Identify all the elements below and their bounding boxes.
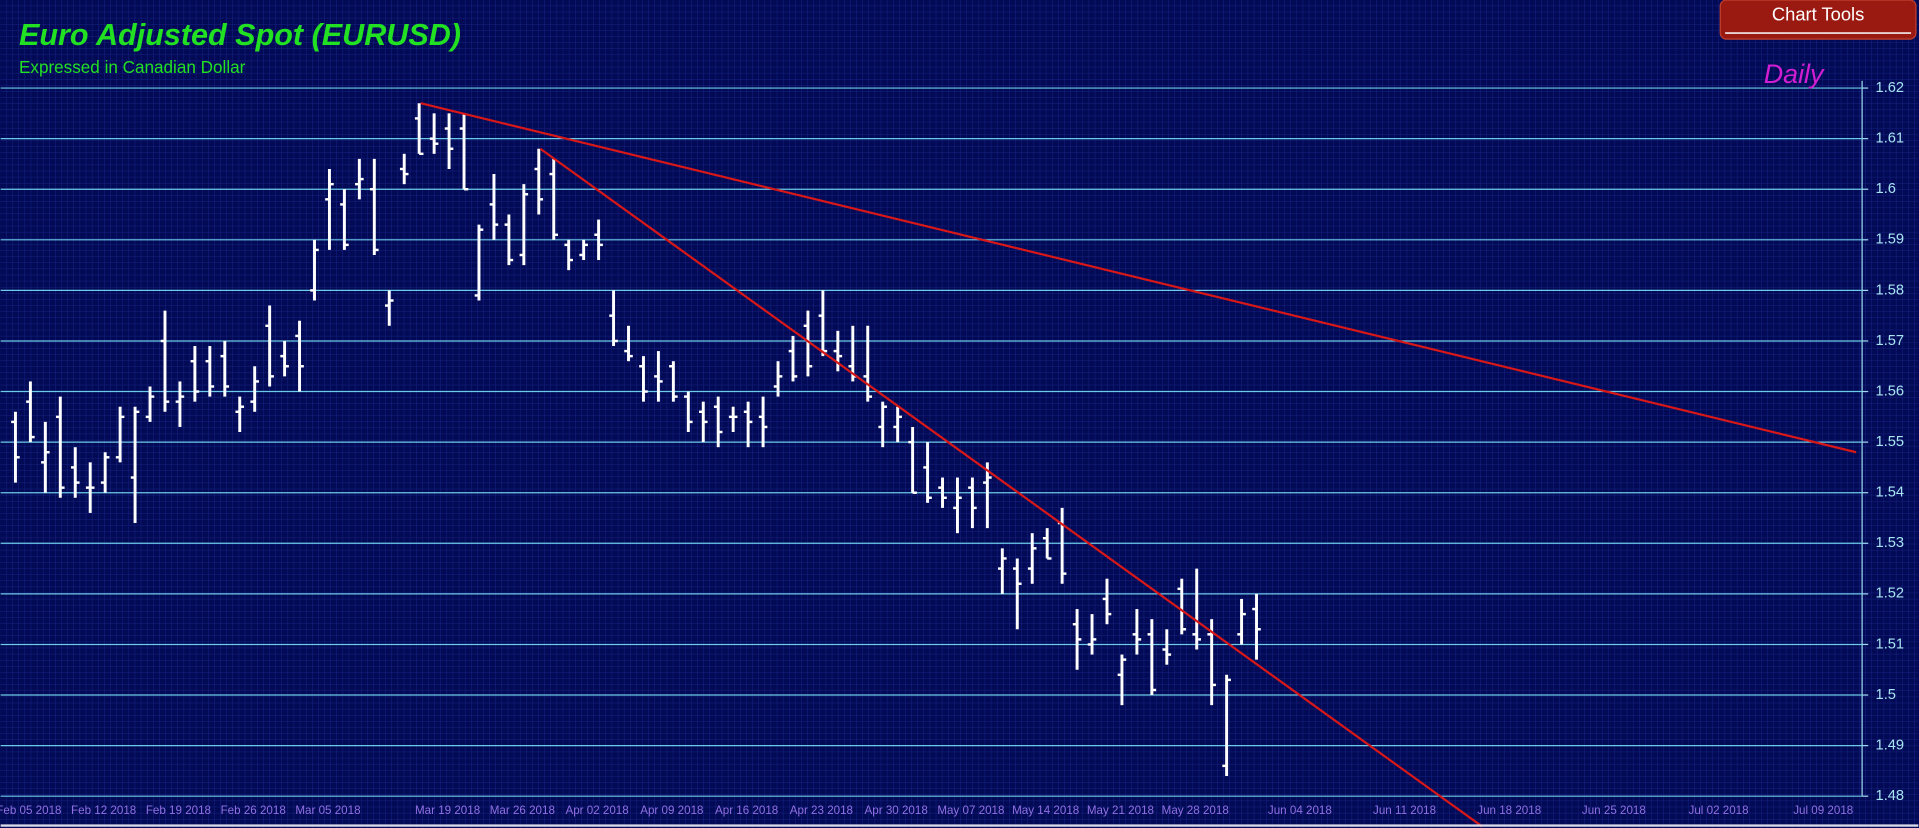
x-tick-label: Feb 12 2018 (71, 804, 136, 817)
x-tick-label: Feb 19 2018 (146, 804, 211, 817)
y-tick-label: 1.62 (1876, 80, 1905, 96)
x-tick-label: Mar 19 2018 (415, 804, 480, 817)
y-tick-label: 1.57 (1876, 333, 1905, 349)
chart-subtitle: Expressed in Canadian Dollar (19, 58, 246, 77)
x-tick-label: May 21 2018 (1087, 804, 1154, 817)
y-tick-label: 1.6 (1876, 181, 1896, 197)
frequency-label: Daily (1764, 59, 1825, 89)
x-tick-label: Apr 09 2018 (640, 804, 703, 817)
y-tick-label: 1.53 (1876, 535, 1905, 551)
y-tick-label: 1.55 (1876, 434, 1905, 450)
x-tick-label: Apr 02 2018 (565, 804, 628, 817)
x-tick-label: Apr 16 2018 (715, 804, 778, 817)
trend-line (539, 147, 1483, 828)
plot (11, 102, 1857, 828)
y-tick-label: 1.49 (1876, 737, 1905, 753)
y-tick-label: 1.52 (1876, 586, 1905, 602)
y-tick-label: 1.61 (1876, 131, 1905, 147)
x-tick-label: Feb 26 2018 (221, 804, 286, 817)
x-tick-label: May 07 2018 (937, 804, 1004, 817)
y-tick-label: 1.56 (1876, 383, 1905, 399)
y-tick-label: 1.58 (1876, 282, 1905, 298)
button-background[interactable] (1719, 0, 1917, 40)
x-tick-label: May 28 2018 (1162, 804, 1229, 817)
button-label[interactable]: Chart Tools (1772, 4, 1864, 25)
x-tick-label: Mar 05 2018 (295, 804, 360, 817)
x-tick-label: Jul 09 2018 (1793, 804, 1853, 817)
y-tick-label: 1.59 (1876, 232, 1905, 248)
y-tick-label: 1.48 (1876, 788, 1905, 804)
trend-line (420, 102, 1857, 454)
x-tick-label: Apr 30 2018 (865, 804, 928, 817)
chart-title: Euro Adjusted Spot (EURUSD) (19, 18, 461, 52)
x-tick-label: Jul 02 2018 (1689, 804, 1749, 817)
y-tick-label: 1.51 (1876, 636, 1905, 652)
y-tick-label: 1.54 (1876, 485, 1905, 501)
x-tick-label: Jun 11 2018 (1373, 804, 1436, 817)
x-tick-label: Jun 25 2018 (1582, 804, 1646, 817)
x-tick-label: Feb 05 2018 (0, 804, 62, 817)
chart-tools-button[interactable]: Chart Tools (1719, 0, 1917, 40)
x-tick-label: Apr 23 2018 (790, 804, 853, 817)
x-tick-label: Mar 26 2018 (490, 804, 555, 817)
x-tick-label: Jun 18 2018 (1477, 804, 1541, 817)
y-tick-label: 1.5 (1876, 687, 1896, 703)
x-tick-label: May 14 2018 (1012, 804, 1079, 817)
x-tick-label: Jun 04 2018 (1268, 804, 1332, 817)
